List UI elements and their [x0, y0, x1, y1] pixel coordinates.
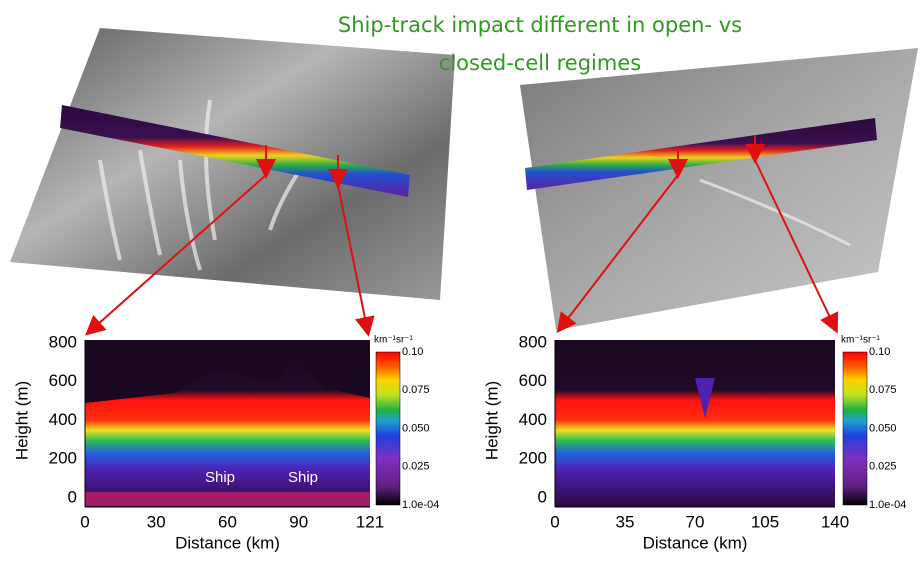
y-tick-label: 0 — [538, 487, 547, 506]
colorbar-tick-label: 0.050 — [402, 422, 430, 434]
y-tick-label: 800 — [49, 332, 77, 351]
colorbar-unit: km⁻¹sr⁻¹ — [374, 335, 414, 346]
annotation: Ship — [288, 469, 318, 486]
colorbar-tick-label: 0.025 — [869, 461, 897, 473]
colorbar — [843, 352, 867, 505]
colorbar-tick-label: 0.025 — [402, 461, 430, 473]
figure: 0 200 400 600 800 0 30 60 90 121 Distance (km) Heig… — [0, 0, 924, 565]
annotation: Ship — [205, 469, 235, 486]
colorbar-tick-label: 0.075 — [402, 384, 430, 396]
colorbar-unit: km⁻¹sr⁻¹ — [841, 335, 881, 346]
x-tick-label: 90 — [289, 512, 308, 531]
y-tick-label: 800 — [519, 332, 547, 351]
colorbar-tick-label: 1.0e-04 — [402, 499, 439, 511]
colorbar-tick-label: 0.075 — [869, 384, 897, 396]
x-tick-label: 0 — [550, 512, 559, 531]
x-tick-label: 60 — [218, 512, 237, 531]
x-axis-label: Distance (km) — [643, 533, 748, 552]
x-tick-label: 105 — [751, 512, 779, 531]
x-tick-label: 35 — [616, 512, 635, 531]
x-tick-label: 30 — [147, 512, 166, 531]
y-axis-label: Height (m) — [12, 381, 31, 460]
y-axis-label: Height (m) — [482, 381, 501, 460]
y-tick-label: 200 — [519, 449, 547, 468]
colorbar-tick-label: 0.10 — [402, 346, 423, 358]
y-tick-label: 0 — [68, 487, 77, 506]
y-tick-label: 400 — [49, 410, 77, 429]
satellite-image — [520, 48, 918, 330]
title: Ship-track impact different in open- vs … — [330, 6, 750, 82]
colorbar-tick-label: 0.10 — [869, 346, 890, 358]
x-axis-label: Distance (km) — [175, 533, 280, 552]
colorbar-tick-label: 1.0e-04 — [869, 499, 906, 511]
y-tick-label: 400 — [519, 410, 547, 429]
y-tick-label: 600 — [519, 371, 547, 390]
lidar-plot — [555, 340, 835, 507]
x-tick-label: 140 — [821, 512, 849, 531]
colorbar — [376, 352, 400, 505]
x-tick-label: 70 — [686, 512, 705, 531]
surface-noise — [85, 492, 370, 506]
y-tick-label: 600 — [49, 371, 77, 390]
page: 0 200 400 600 800 0 30 60 90 121 Distance (km) Heig… — [0, 0, 924, 565]
colorbar-tick-label: 0.050 — [869, 422, 897, 434]
x-tick-label: 0 — [80, 512, 89, 531]
x-tick-label: 121 — [356, 512, 384, 531]
y-tick-label: 200 — [49, 449, 77, 468]
